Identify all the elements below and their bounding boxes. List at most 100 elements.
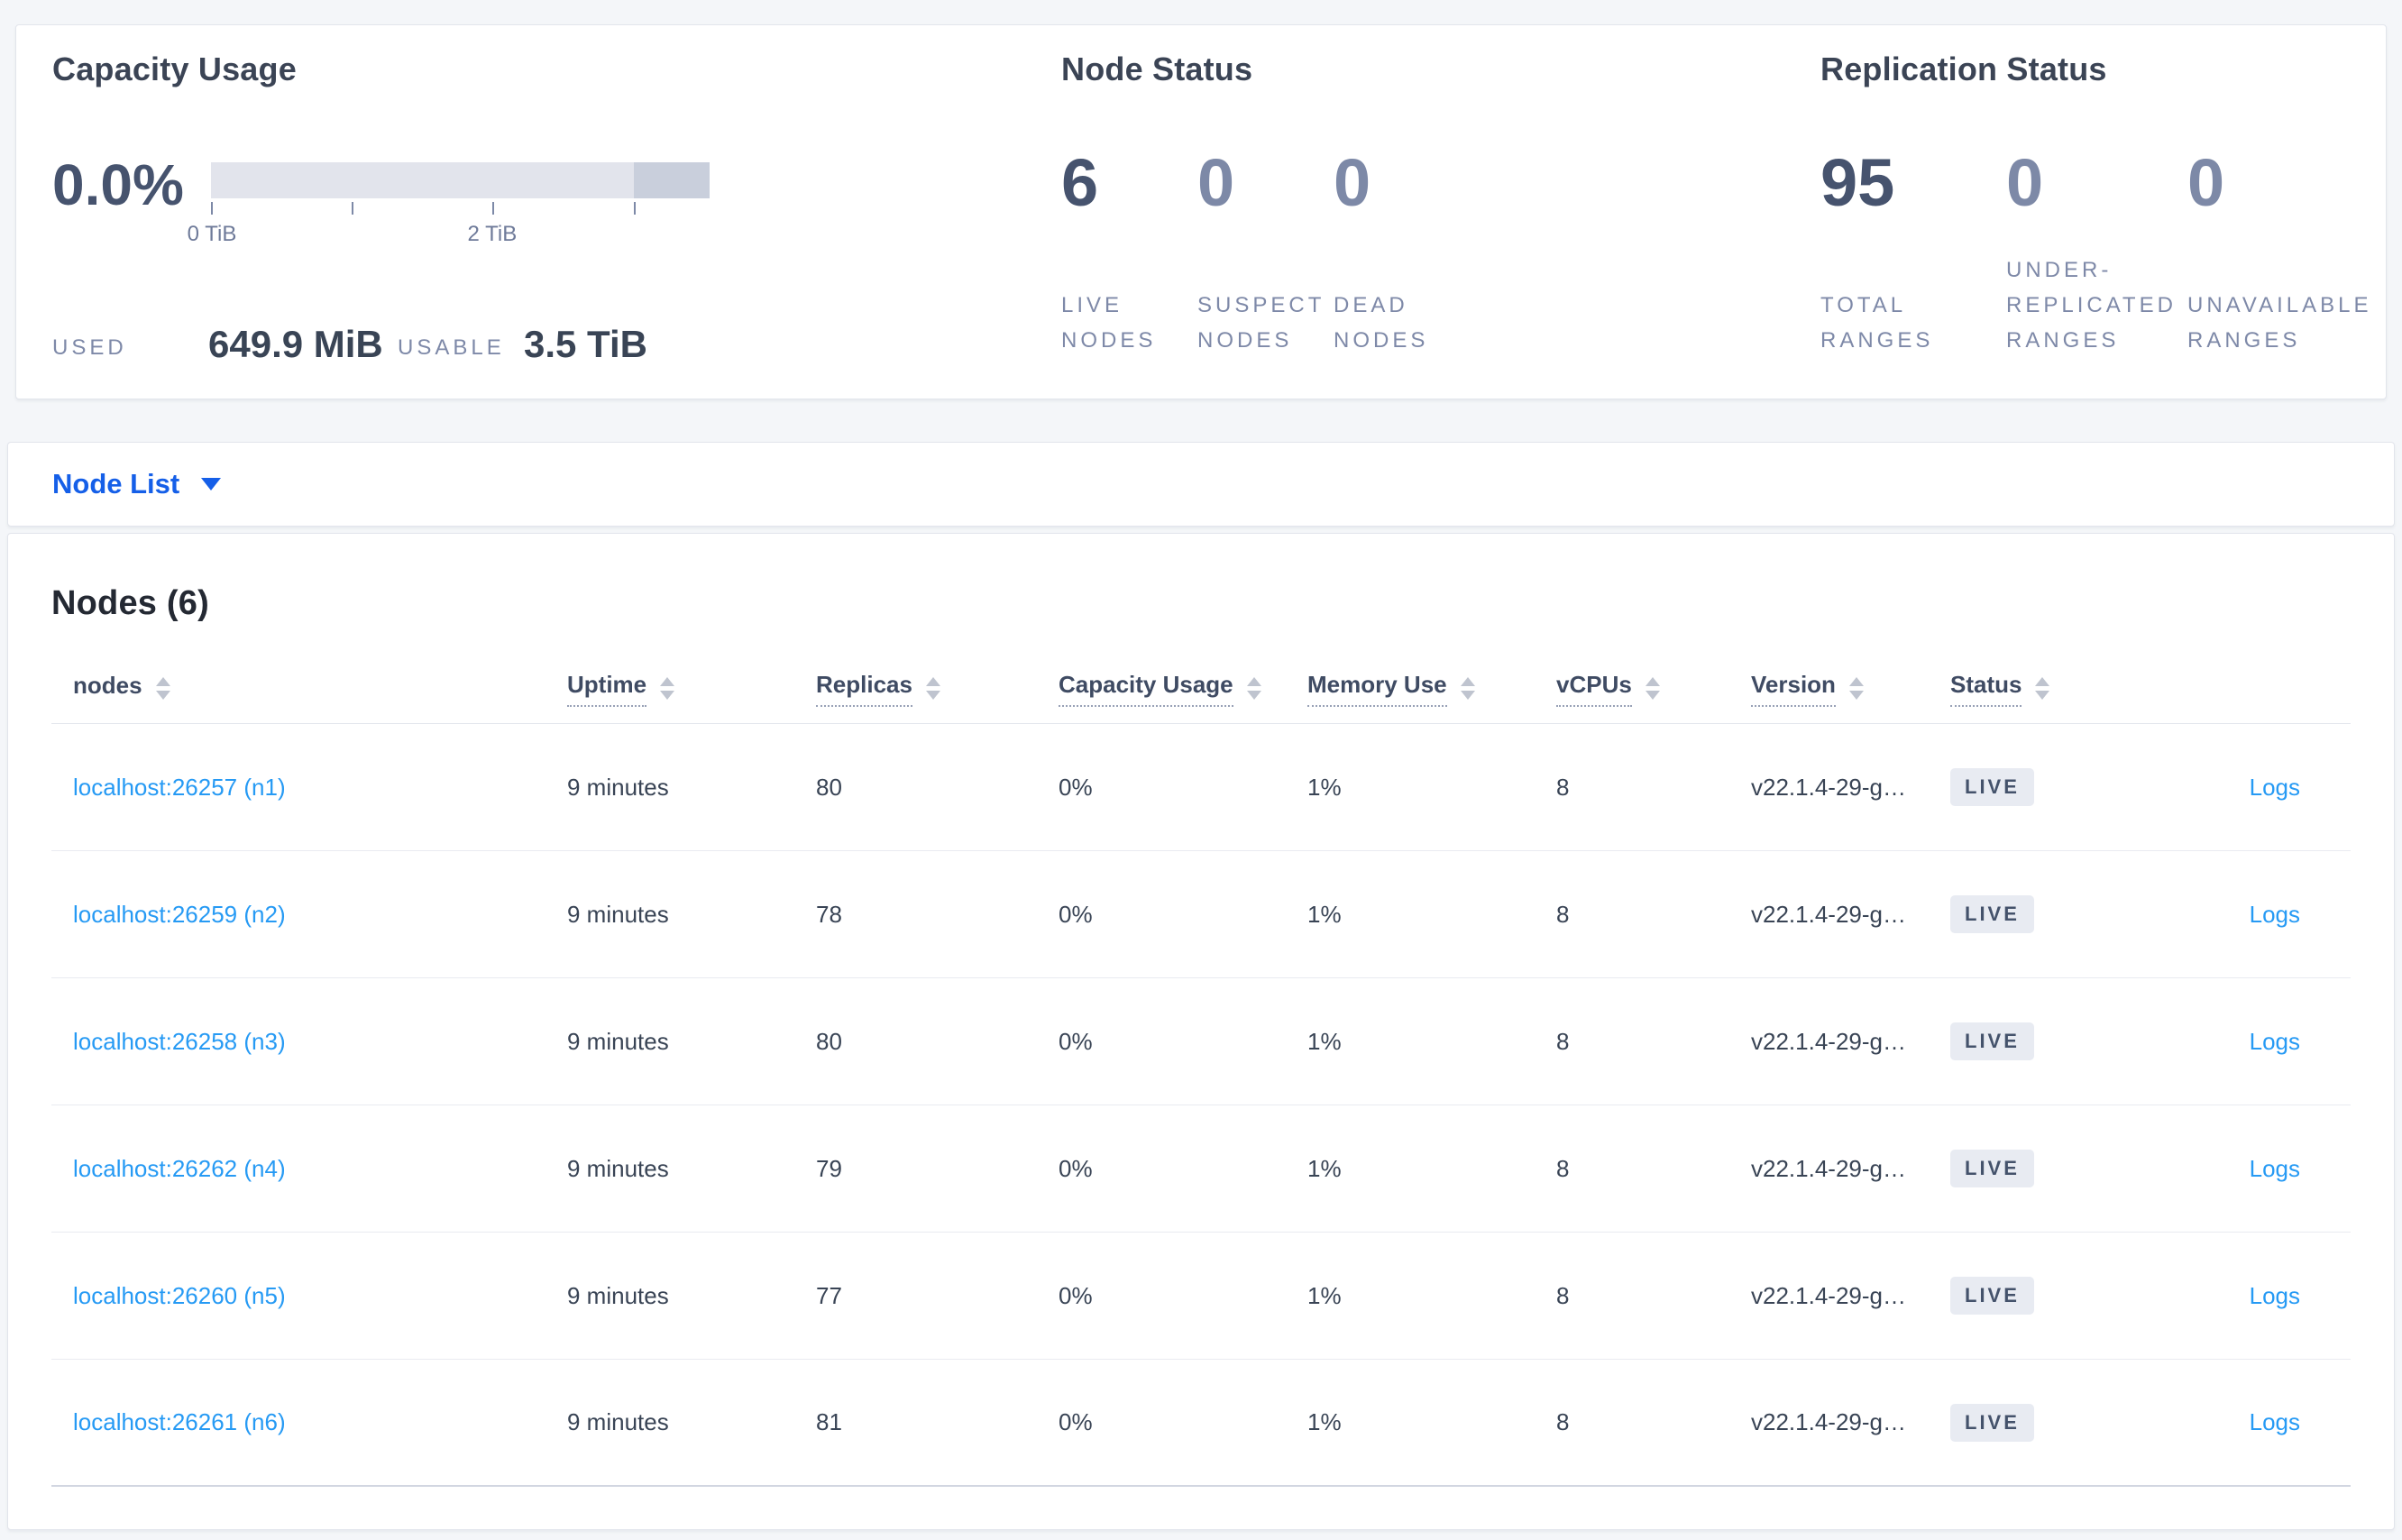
axis-tick — [351, 202, 353, 215]
view-selector-bar: Node List — [7, 442, 2395, 527]
capacity-bar-chart: 0 TiB 2 TiB — [188, 162, 710, 246]
column-header-version[interactable]: Version — [1751, 671, 1950, 707]
status-cell: LIVE — [1950, 1403, 2163, 1442]
memory-use-cell: 1% — [1307, 1408, 1342, 1435]
node-list-dropdown[interactable]: Node List — [52, 468, 222, 500]
capacity-bar-reserved-segment — [633, 162, 710, 198]
status-cell: LIVE — [1950, 895, 2163, 933]
axis-tick-label: 2 TiB — [467, 222, 518, 246]
unavailable-ranges-stat: 0 UNAVAILABLE RANGES — [2187, 150, 2379, 359]
logs-cell: Logs — [2163, 1155, 2351, 1183]
status-badge: LIVE — [1950, 768, 2034, 806]
logs-link[interactable]: Logs — [2249, 1154, 2300, 1182]
capacity-usage-title: Capacity Usage — [52, 50, 297, 87]
logs-link[interactable]: Logs — [2249, 1281, 2300, 1309]
logs-link[interactable]: Logs — [2249, 1027, 2300, 1055]
capacity-usage-section: Capacity Usage 0.0% 0 TiB 2 TiB USED 649… — [52, 50, 1008, 365]
version-cell: v22.1.4-29-g… — [1751, 773, 1906, 801]
logs-cell: Logs — [2163, 1408, 2351, 1436]
node-status-section: Node Status 6 LIVE NODES 0 SUSPECT NODES… — [1061, 50, 1746, 353]
status-cell: LIVE — [1950, 768, 2163, 806]
sort-icon — [925, 677, 940, 700]
node-address-link[interactable]: localhost:26261 (n6) — [73, 1408, 286, 1435]
table-body: localhost:26257 (n1) 9 minutes 80 0% 1% … — [51, 724, 2351, 1487]
node-address-cell: localhost:26257 (n1) — [51, 774, 567, 802]
live-nodes-stat: 6 LIVE NODES — [1061, 150, 1196, 359]
status-badge: LIVE — [1950, 1277, 2034, 1315]
column-header-uptime[interactable]: Uptime — [567, 671, 816, 707]
used-value: 649.9 MiB — [208, 323, 383, 365]
table-row: localhost:26258 (n3) 9 minutes 80 0% 1% … — [51, 978, 2351, 1105]
status-badge: LIVE — [1950, 895, 2034, 933]
nodes-table-card: Nodes (6) nodes Uptime Replicas Capacity… — [7, 533, 2395, 1530]
node-status-title: Node Status — [1061, 50, 1253, 87]
sort-icon — [1848, 677, 1864, 700]
version-cell: v22.1.4-29-g… — [1751, 1281, 1906, 1309]
replicas-cell: 81 — [816, 1408, 842, 1435]
dead-nodes-label: DEAD NODES — [1334, 293, 1429, 353]
memory-use-cell: 1% — [1307, 900, 1342, 928]
dead-nodes-count: 0 — [1334, 145, 1371, 220]
replicas-cell: 78 — [816, 900, 842, 928]
unavailable-label: UNAVAILABLE RANGES — [2187, 293, 2372, 353]
cluster-summary-card: Capacity Usage 0.0% 0 TiB 2 TiB USED 649… — [15, 24, 2387, 399]
vcpus-cell: 8 — [1556, 1027, 1570, 1055]
live-nodes-label: LIVE NODES — [1061, 293, 1157, 353]
vcpus-cell: 8 — [1556, 900, 1570, 928]
node-address-link[interactable]: localhost:26257 (n1) — [73, 773, 286, 801]
capacity-usage-cell: 0% — [1059, 1027, 1093, 1055]
capacity-bar — [211, 162, 710, 198]
column-header-status[interactable]: Status — [1950, 671, 2163, 707]
column-header-replicas[interactable]: Replicas — [816, 671, 1059, 707]
node-address-cell: localhost:26260 (n5) — [51, 1282, 567, 1310]
table-row: localhost:26261 (n6) 9 minutes 81 0% 1% … — [51, 1360, 2351, 1487]
column-header-capacity-usage[interactable]: Capacity Usage — [1059, 671, 1307, 707]
suspect-nodes-count: 0 — [1197, 145, 1235, 220]
table-row: localhost:26260 (n5) 9 minutes 77 0% 1% … — [51, 1233, 2351, 1360]
node-address-cell: localhost:26258 (n3) — [51, 1028, 567, 1056]
under-replicated-label: UNDER- REPLICATED RANGES — [2006, 258, 2177, 353]
status-badge: LIVE — [1950, 1403, 2034, 1442]
uptime-cell: 9 minutes — [567, 1408, 669, 1435]
sort-icon — [1460, 677, 1475, 700]
axis-tick — [491, 202, 494, 215]
node-address-link[interactable]: localhost:26260 (n5) — [73, 1281, 286, 1309]
capacity-usage-cell: 0% — [1059, 1408, 1093, 1435]
under-replicated-count: 0 — [2006, 145, 2044, 220]
status-cell: LIVE — [1950, 1150, 2163, 1187]
column-header-vcpus[interactable]: vCPUs — [1556, 671, 1751, 707]
nodes-table: nodes Uptime Replicas Capacity Usage Mem… — [51, 654, 2351, 1487]
uptime-cell: 9 minutes — [567, 1281, 669, 1309]
sort-icon — [660, 677, 675, 700]
replicas-cell: 79 — [816, 1154, 842, 1182]
logs-cell: Logs — [2163, 774, 2351, 802]
logs-link[interactable]: Logs — [2249, 773, 2300, 801]
column-header-nodes[interactable]: nodes — [51, 672, 567, 706]
unavailable-count: 0 — [2187, 145, 2225, 220]
logs-link[interactable]: Logs — [2249, 1408, 2300, 1435]
node-address-cell: localhost:26262 (n4) — [51, 1155, 567, 1183]
used-label: USED — [52, 335, 127, 360]
logs-link[interactable]: Logs — [2249, 900, 2300, 928]
capacity-usage-cell: 0% — [1059, 900, 1093, 928]
status-badge: LIVE — [1950, 1150, 2034, 1187]
vcpus-cell: 8 — [1556, 1154, 1570, 1182]
node-address-link[interactable]: localhost:26258 (n3) — [73, 1027, 286, 1055]
sort-icon — [2035, 677, 2050, 700]
under-replicated-ranges-stat: 0 UNDER- REPLICATED RANGES — [2006, 150, 2187, 359]
replicas-cell: 80 — [816, 773, 842, 801]
node-address-link[interactable]: localhost:26259 (n2) — [73, 900, 286, 928]
uptime-cell: 9 minutes — [567, 1027, 669, 1055]
sort-icon — [1645, 677, 1660, 700]
node-address-link[interactable]: localhost:26262 (n4) — [73, 1154, 286, 1182]
uptime-cell: 9 minutes — [567, 773, 669, 801]
dead-nodes-stat: 0 DEAD NODES — [1334, 150, 1469, 359]
nodes-table-title: Nodes (6) — [51, 584, 209, 622]
logs-cell: Logs — [2163, 901, 2351, 929]
vcpus-cell: 8 — [1556, 1408, 1570, 1435]
total-ranges-count: 95 — [1820, 145, 1895, 220]
replicas-cell: 77 — [816, 1281, 842, 1309]
uptime-cell: 9 minutes — [567, 1154, 669, 1182]
column-header-memory-use[interactable]: Memory Use — [1307, 671, 1556, 707]
axis-tick — [211, 202, 213, 215]
